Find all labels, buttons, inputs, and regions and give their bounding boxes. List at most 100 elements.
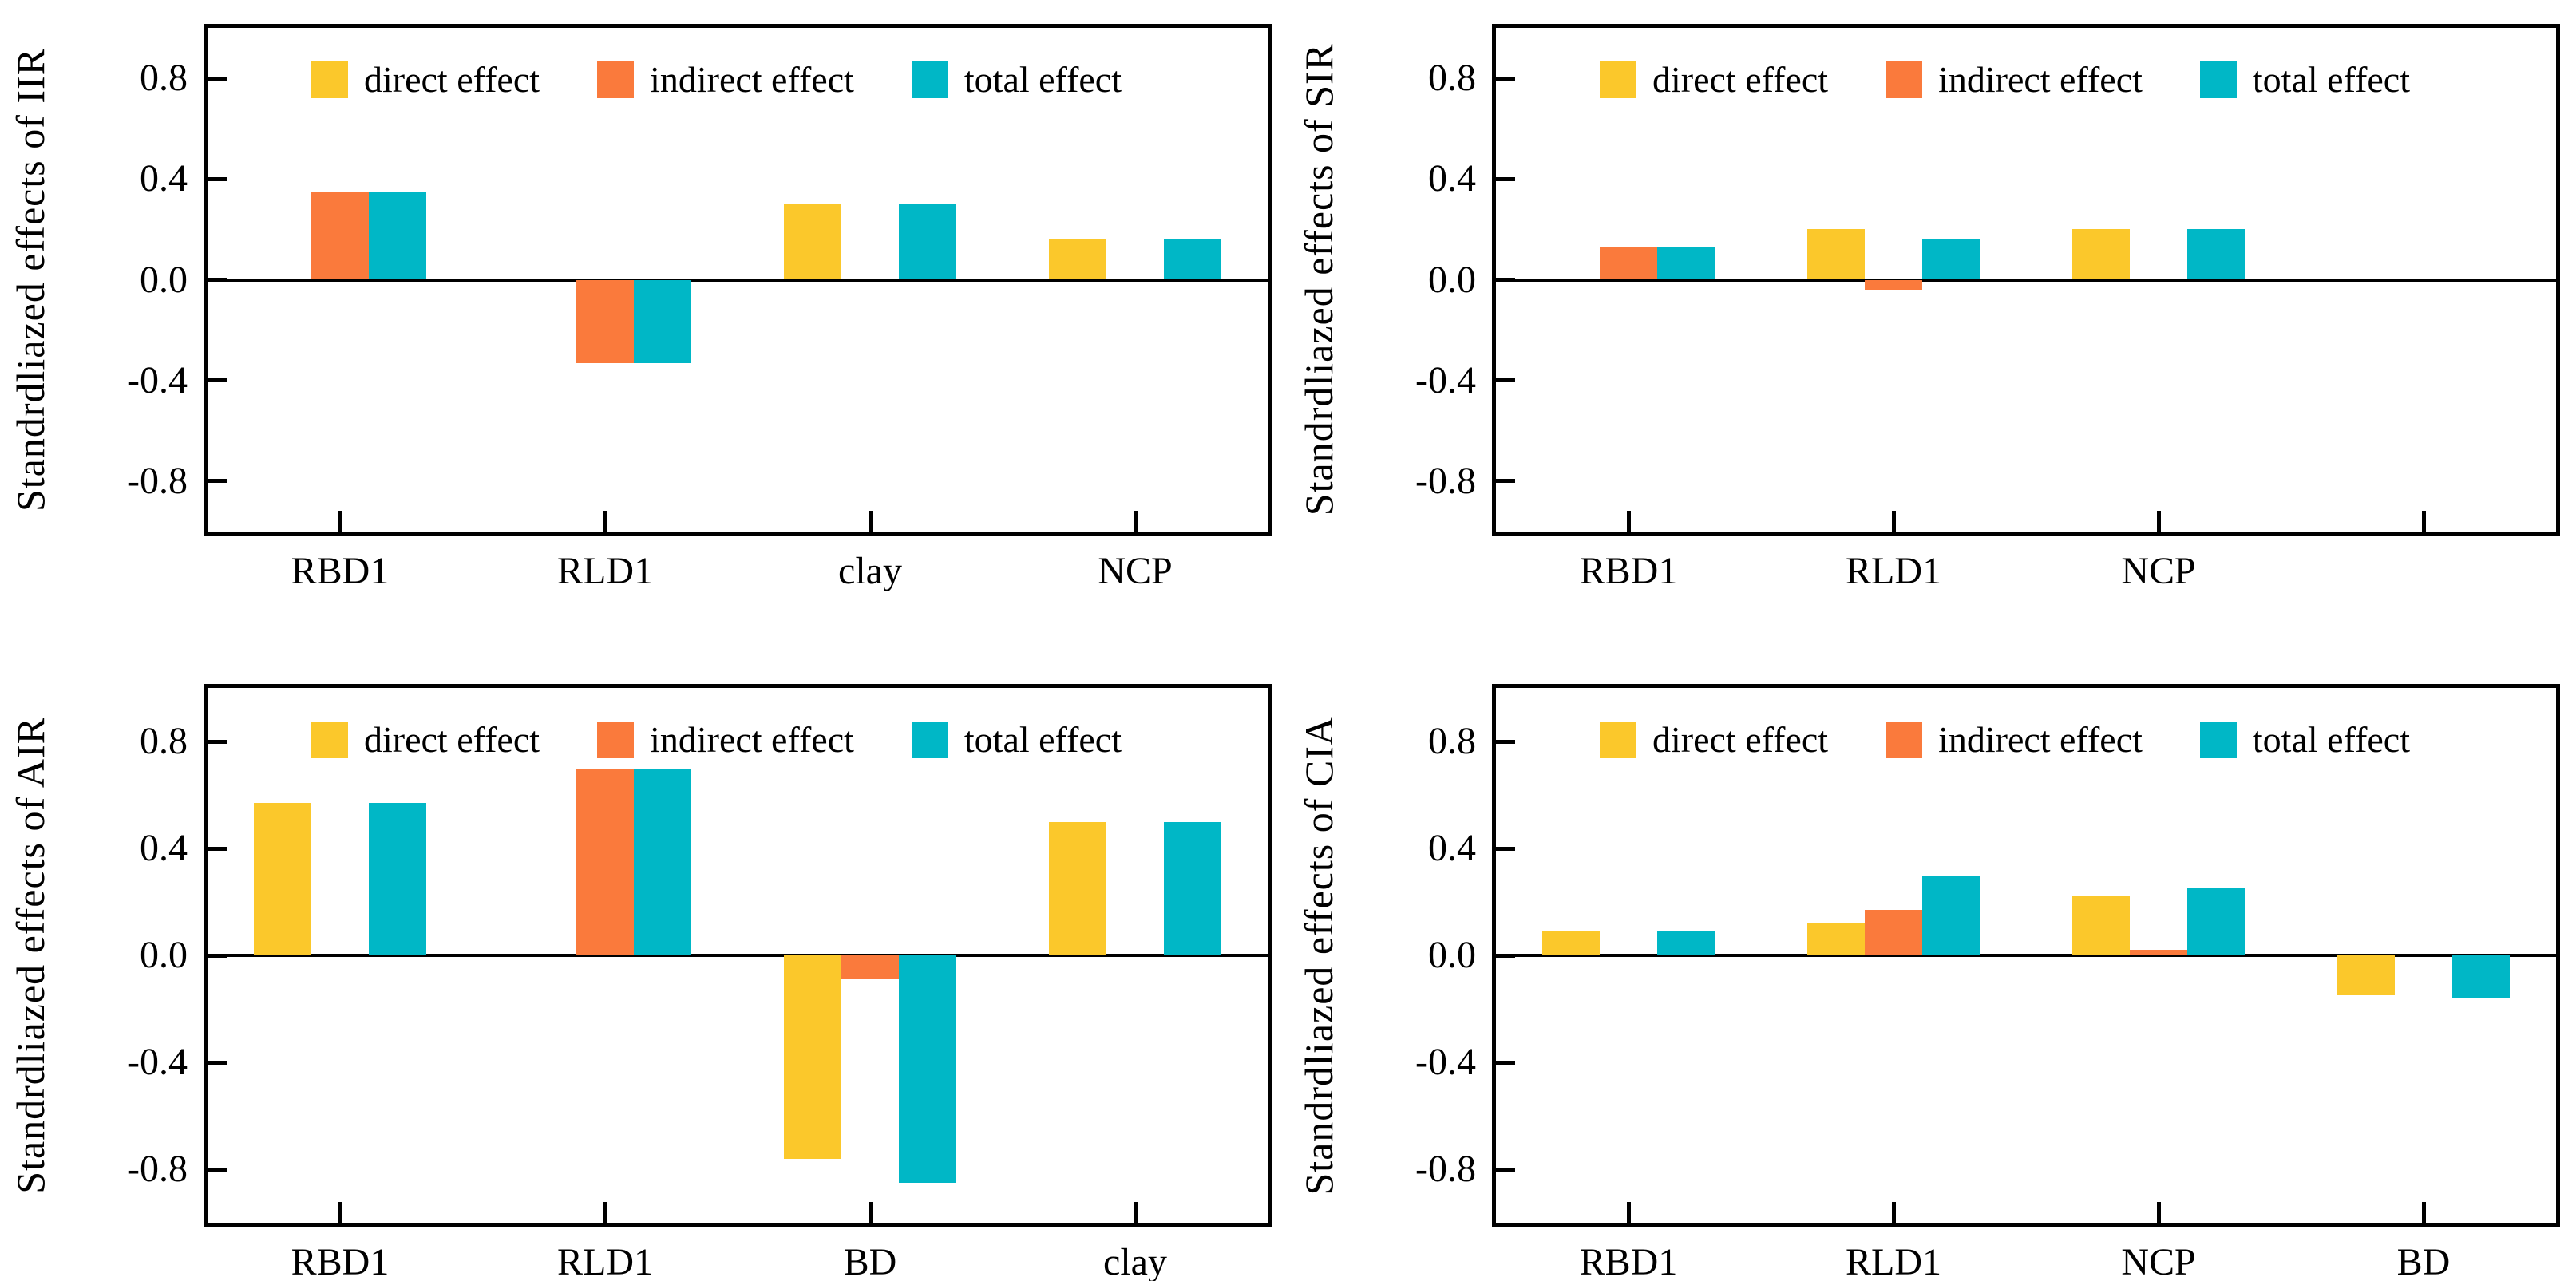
bar-total xyxy=(899,955,956,1183)
x-tick-mark xyxy=(2156,511,2161,532)
bar-indirect xyxy=(2130,950,2187,955)
bar-total xyxy=(369,192,426,280)
legend-label: direct effect xyxy=(364,719,540,760)
bar-total xyxy=(1164,239,1221,280)
zero-axis-line xyxy=(208,278,1268,282)
legend-label: direct effect xyxy=(364,59,540,100)
y-tick-mark xyxy=(1496,1167,1515,1172)
direct-effect-swatch xyxy=(1600,61,1636,98)
x-tick-mark xyxy=(1133,1202,1138,1223)
bar-direct xyxy=(254,803,311,955)
x-category-label: clay xyxy=(838,550,902,592)
x-category-label: RLD1 xyxy=(557,550,653,592)
x-category-label: RBD1 xyxy=(291,550,390,592)
x-tick-labels: RBD1 RLD1 clay NCP xyxy=(204,544,1272,599)
panel-cia: Standrdliazed effects of CIA direct effe… xyxy=(1288,641,2576,1281)
y-tick-label: 0.8 xyxy=(1428,720,1476,762)
y-tick-mark xyxy=(1496,1060,1515,1065)
y-tick-label: 0.0 xyxy=(140,258,188,301)
y-tick-label: -0.4 xyxy=(1415,1041,1476,1083)
x-tick-labels: RBD1 RLD1 BD clay xyxy=(204,1235,1272,1281)
y-tick-mark xyxy=(208,1060,227,1065)
x-tick-mark xyxy=(338,1202,342,1223)
x-category-label: RBD1 xyxy=(1579,1241,1678,1281)
y-tick-mark xyxy=(208,176,227,181)
y-tick-mark xyxy=(1496,479,1515,484)
x-tick-labels: RBD1 RLD1 NCP BD xyxy=(1492,1235,2560,1281)
y-tick-label: -0.8 xyxy=(127,1148,188,1190)
y-tick-label: -0.4 xyxy=(127,358,188,401)
zero-axis-line xyxy=(1496,954,2556,957)
x-tick-mark xyxy=(1626,511,1631,532)
bar-direct xyxy=(1542,931,1600,955)
y-tick-mark xyxy=(208,378,227,383)
y-tick-label: 0.8 xyxy=(140,720,188,762)
legend-item: direct effect xyxy=(311,718,540,761)
x-tick-mark xyxy=(868,511,873,532)
bar-total xyxy=(2452,955,2510,998)
y-tick-mark xyxy=(1496,176,1515,181)
x-category-label: RBD1 xyxy=(1579,550,1678,592)
x-tick-mark xyxy=(2421,1202,2426,1223)
y-tick-mark xyxy=(208,1167,227,1172)
legend-label: indirect effect xyxy=(650,59,854,100)
legend-label: total effect xyxy=(2252,59,2411,100)
legend-item: indirect effect xyxy=(1886,718,2143,761)
bar-total xyxy=(634,279,691,363)
y-tick-mark xyxy=(1496,739,1515,744)
bar-direct xyxy=(1807,229,1865,280)
x-category-label: BD xyxy=(2396,1241,2451,1281)
y-tick-mark xyxy=(208,739,227,744)
bar-total xyxy=(1922,875,1980,955)
total-effect-swatch xyxy=(2199,721,2237,758)
y-tick-mark xyxy=(1496,953,1515,958)
direct-effect-swatch xyxy=(311,721,348,758)
bar-direct xyxy=(1049,239,1106,280)
legend-label: indirect effect xyxy=(650,719,854,760)
y-tick-label: 0.4 xyxy=(140,827,188,869)
bar-direct xyxy=(2072,229,2130,280)
bar-direct xyxy=(2337,955,2395,996)
legend-label: direct effect xyxy=(1652,719,1829,760)
bar-total xyxy=(2187,888,2245,955)
y-tick-labels: 0.8 0.4 0.0 -0.4 -0.8 xyxy=(1332,28,1476,532)
direct-effect-swatch xyxy=(311,61,348,98)
total-effect-swatch xyxy=(2199,61,2237,98)
bar-indirect xyxy=(576,279,634,363)
y-tick-label: 0.0 xyxy=(1428,934,1476,976)
bar-direct xyxy=(784,955,841,1159)
bar-total xyxy=(899,204,956,280)
y-tick-mark xyxy=(1496,846,1515,851)
x-category-label: NCP xyxy=(2121,1241,2196,1281)
y-tick-label: -0.8 xyxy=(127,459,188,502)
bar-direct xyxy=(1807,923,1865,955)
y-tick-label: -0.8 xyxy=(1415,459,1476,502)
bar-total xyxy=(1164,821,1221,955)
y-tick-mark xyxy=(208,953,227,958)
indirect-effect-swatch xyxy=(597,721,635,758)
y-tick-label: 0.4 xyxy=(1428,827,1476,869)
x-category-label: RLD1 xyxy=(557,1241,653,1281)
y-tick-mark xyxy=(208,846,227,851)
legend-item: direct effect xyxy=(1600,718,1828,761)
x-tick-mark xyxy=(603,1202,607,1223)
panel-sir: Standrdliazed effects of SIR direct effe… xyxy=(1288,0,2576,640)
plot-area: direct effect indirect effect total effect xyxy=(1492,24,2560,536)
x-tick-mark xyxy=(868,1202,873,1223)
plot-area: direct effect indirect effect total effect xyxy=(1492,684,2560,1227)
x-category-label: RLD1 xyxy=(1846,1241,1941,1281)
bar-indirect xyxy=(1600,247,1657,280)
y-tick-mark xyxy=(208,278,227,282)
legend-label: indirect effect xyxy=(1938,719,2143,760)
bar-direct xyxy=(784,204,841,280)
x-category-label: RBD1 xyxy=(291,1241,390,1281)
x-tick-mark xyxy=(1133,511,1138,532)
legend-item: indirect effect xyxy=(597,58,854,101)
legend: direct effect indirect effect total effect xyxy=(1600,718,2410,761)
bar-indirect xyxy=(841,955,899,980)
bar-total xyxy=(634,768,691,955)
bar-indirect xyxy=(1865,910,1922,955)
legend: direct effect indirect effect total effect xyxy=(311,718,1122,761)
y-tick-mark xyxy=(208,479,227,484)
